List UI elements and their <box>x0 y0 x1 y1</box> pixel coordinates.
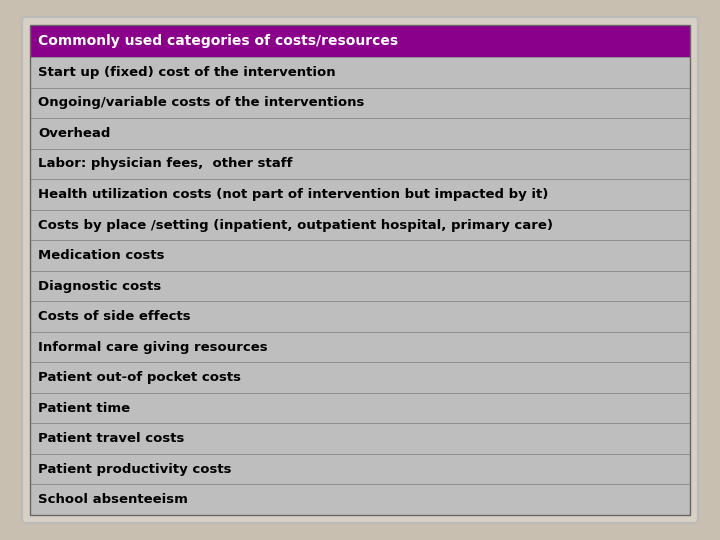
Text: Labor: physician fees,  other staff: Labor: physician fees, other staff <box>38 158 292 171</box>
Text: Patient time: Patient time <box>38 402 130 415</box>
Text: Informal care giving resources: Informal care giving resources <box>38 341 268 354</box>
Bar <box>30 179 690 210</box>
Bar <box>30 57 690 87</box>
Text: School absenteeism: School absenteeism <box>38 493 188 506</box>
Text: Diagnostic costs: Diagnostic costs <box>38 280 161 293</box>
Text: Patient productivity costs: Patient productivity costs <box>38 463 232 476</box>
Bar <box>30 423 690 454</box>
Bar <box>30 87 690 118</box>
Bar <box>30 210 690 240</box>
Bar <box>30 301 690 332</box>
FancyBboxPatch shape <box>22 17 698 523</box>
Text: Medication costs: Medication costs <box>38 249 164 262</box>
Text: Costs of side effects: Costs of side effects <box>38 310 191 323</box>
Text: Commonly used categories of costs/resources: Commonly used categories of costs/resour… <box>38 34 398 48</box>
Text: Patient out-of pocket costs: Patient out-of pocket costs <box>38 371 241 384</box>
Text: Start up (fixed) cost of the intervention: Start up (fixed) cost of the interventio… <box>38 66 336 79</box>
Bar <box>30 25 690 57</box>
Text: Patient travel costs: Patient travel costs <box>38 432 184 445</box>
Text: Ongoing/variable costs of the interventions: Ongoing/variable costs of the interventi… <box>38 97 364 110</box>
Bar <box>30 118 690 149</box>
Bar <box>30 484 690 515</box>
Bar <box>30 454 690 484</box>
Bar <box>30 362 690 393</box>
Text: Costs by place /setting (inpatient, outpatient hospital, primary care): Costs by place /setting (inpatient, outp… <box>38 219 553 232</box>
Bar <box>30 332 690 362</box>
Bar <box>30 148 690 179</box>
Text: Overhead: Overhead <box>38 127 110 140</box>
Bar <box>30 271 690 301</box>
Bar <box>30 393 690 423</box>
Bar <box>30 240 690 271</box>
Text: Health utilization costs (not part of intervention but impacted by it): Health utilization costs (not part of in… <box>38 188 549 201</box>
